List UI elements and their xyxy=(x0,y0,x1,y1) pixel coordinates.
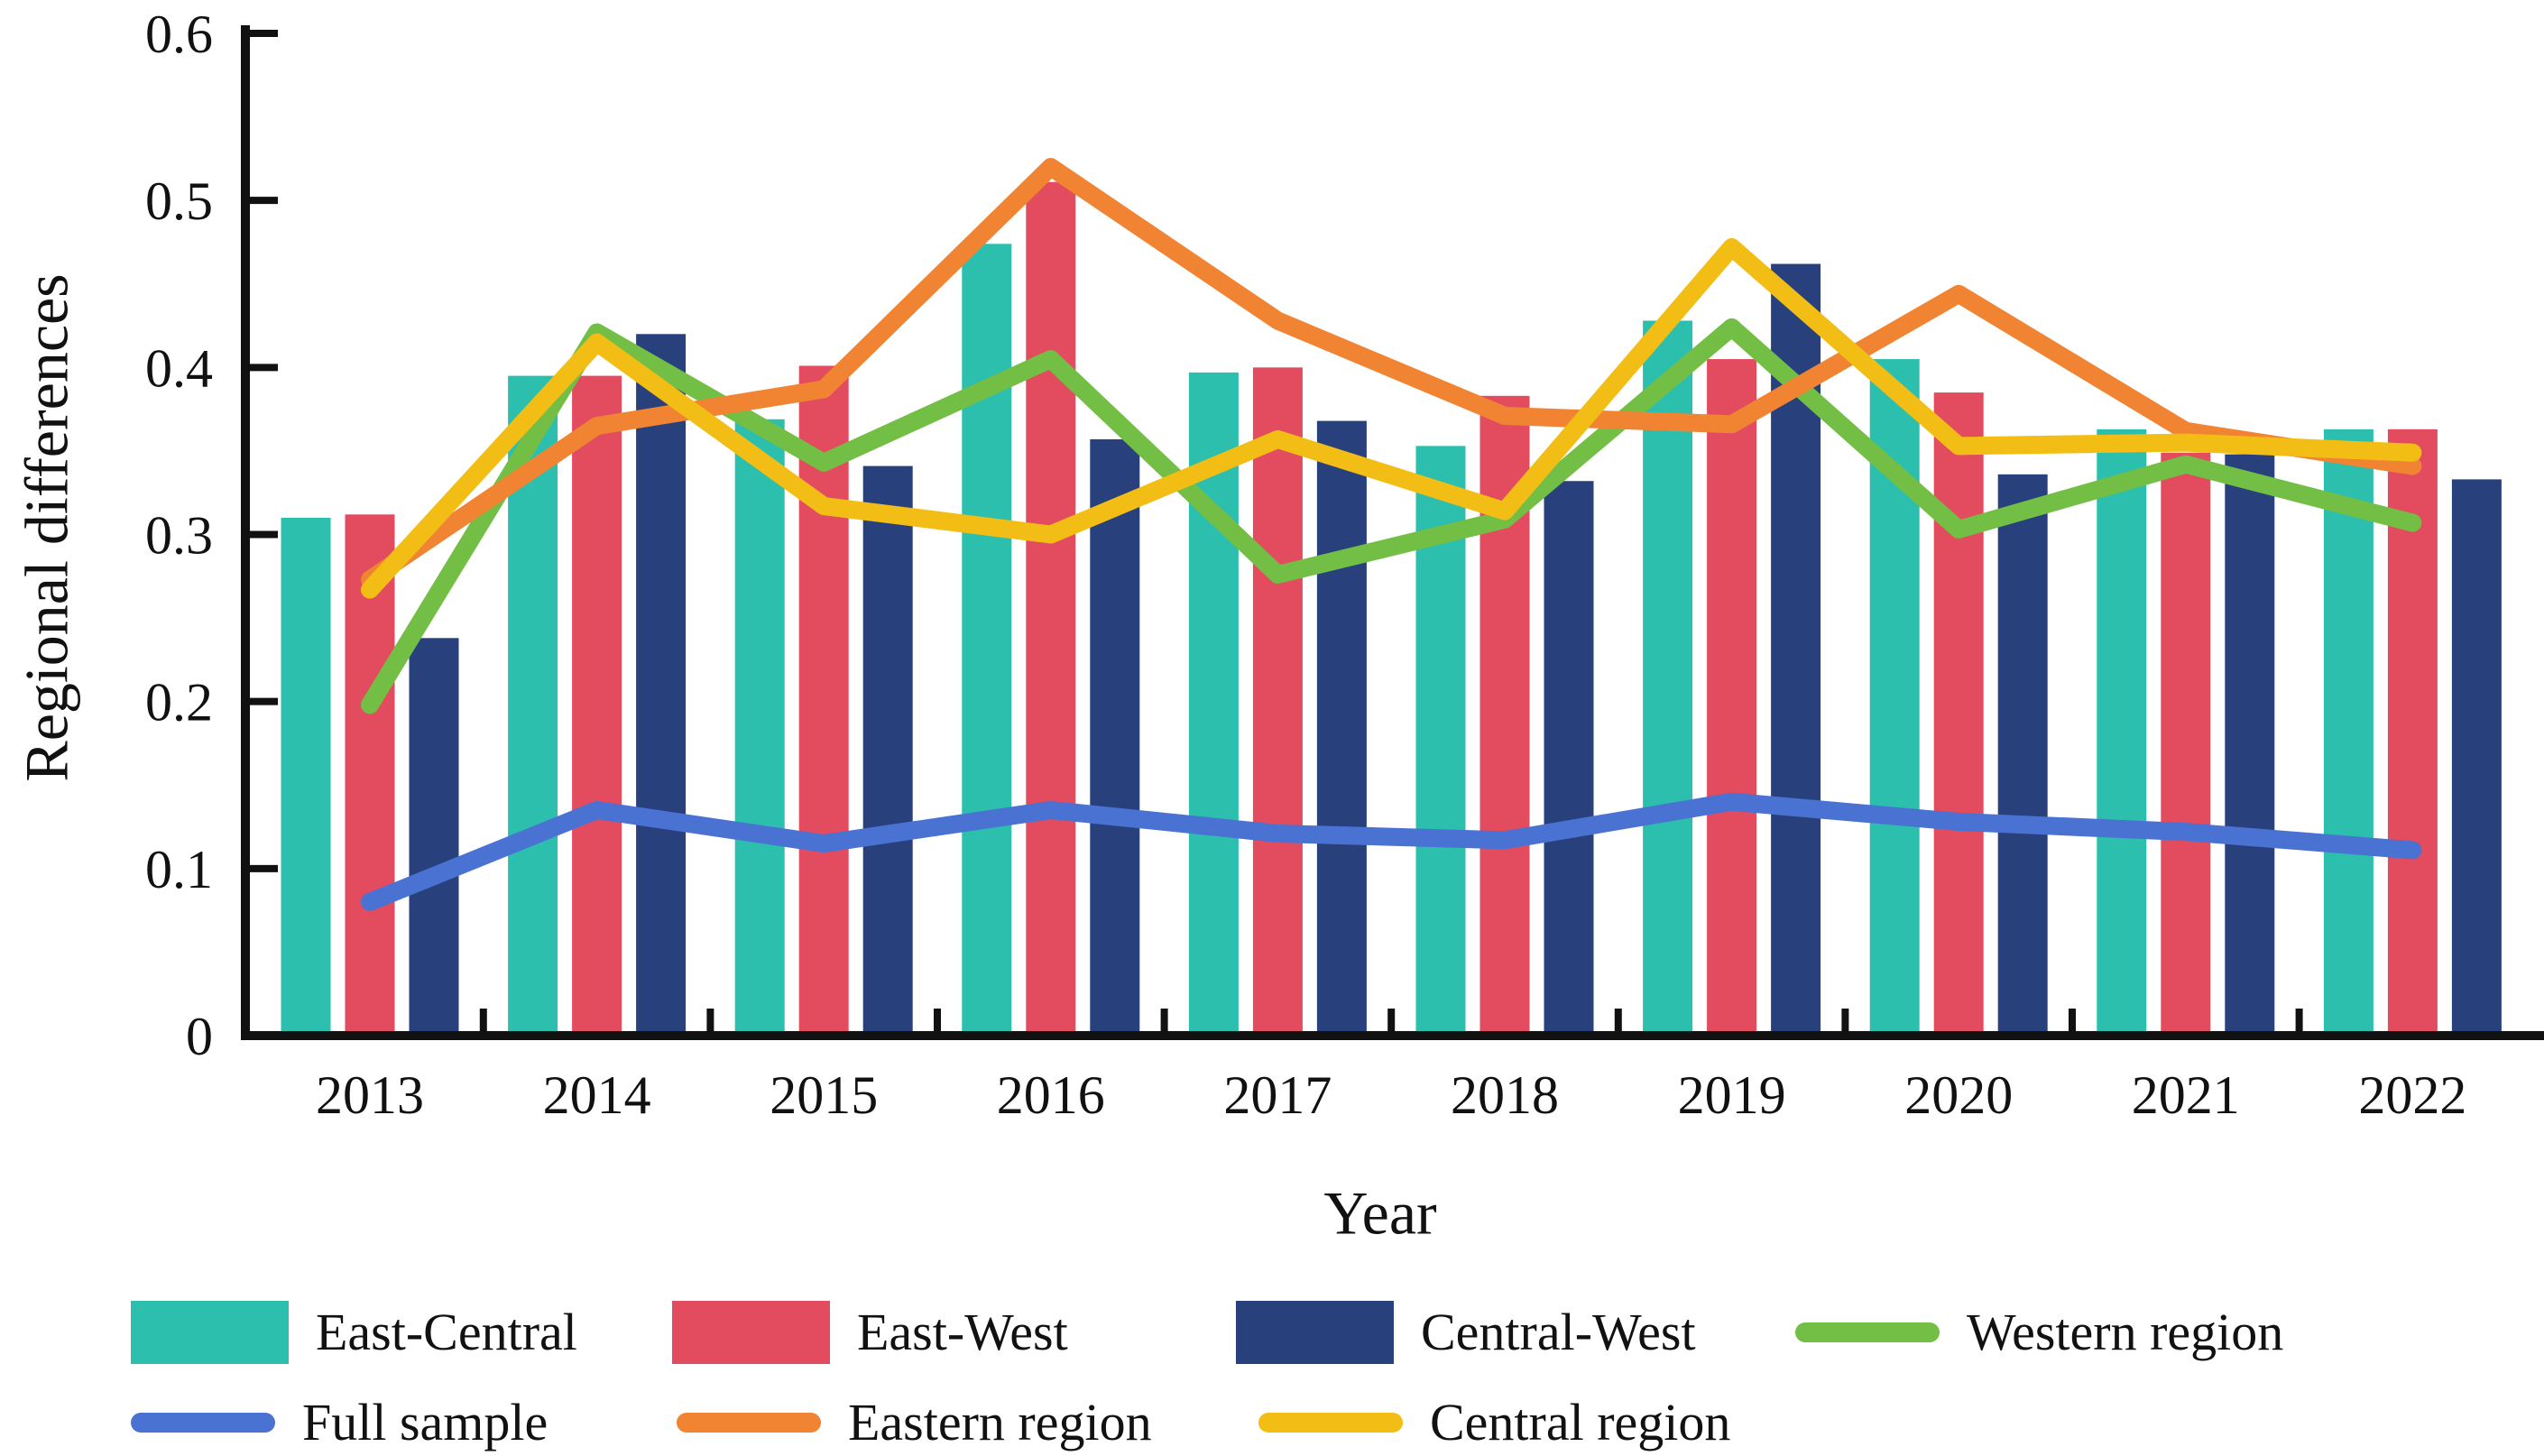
x-tick-label: 2013 xyxy=(316,1065,424,1125)
bar-east-central-2016 xyxy=(962,244,1012,1036)
bar-central-west-2021 xyxy=(2225,454,2275,1036)
bar-east-west-2019 xyxy=(1707,359,1757,1036)
x-tick-label: 2018 xyxy=(1451,1065,1559,1125)
line-full-sample xyxy=(361,792,2422,911)
bar-east-central-2019 xyxy=(1643,320,1693,1036)
y-tick-label: 0 xyxy=(186,1007,213,1066)
bar-central-west-2017 xyxy=(1316,420,1367,1036)
bar-east-central-2015 xyxy=(734,419,785,1036)
bar-east-west-2017 xyxy=(1252,367,1303,1036)
y-axis-title: Regional differences xyxy=(12,273,81,782)
bar-east-central-2013 xyxy=(281,517,331,1036)
bar-east-central-2021 xyxy=(2097,429,2147,1037)
x-tick-label: 2014 xyxy=(543,1065,651,1125)
y-tick-label: 0.1 xyxy=(145,840,213,899)
bar-central-west-2018 xyxy=(1544,481,1594,1036)
line-western-region xyxy=(361,318,2422,714)
x-tick-label: 2016 xyxy=(997,1065,1105,1125)
x-tick-label: 2017 xyxy=(1223,1065,1332,1125)
bar-east-west-2015 xyxy=(798,365,849,1036)
bar-central-west-2014 xyxy=(636,334,687,1036)
bar-east-west-2014 xyxy=(572,375,622,1036)
y-tick-label: 0.3 xyxy=(145,506,213,566)
bar-east-west-2020 xyxy=(1933,392,1984,1036)
bar-east-central-2022 xyxy=(2323,429,2373,1037)
bar-central-west-2016 xyxy=(1090,438,1140,1037)
bars-east-west xyxy=(345,181,2438,1037)
y-tick-label: 0.5 xyxy=(145,171,213,231)
bar-east-west-2021 xyxy=(2161,452,2211,1037)
y-tick-label: 0.2 xyxy=(145,673,213,733)
x-tick-label: 2019 xyxy=(1678,1065,1786,1125)
x-tick-label: 2015 xyxy=(770,1065,878,1125)
bar-central-west-2020 xyxy=(1997,474,2048,1036)
bar-east-west-2016 xyxy=(1026,181,1076,1036)
x-tick-label: 2020 xyxy=(1904,1065,2013,1125)
bars-central-west xyxy=(409,263,2502,1037)
y-tick-label: 0.4 xyxy=(145,338,213,398)
x-axis-title: Year xyxy=(1323,1178,1437,1248)
bar-central-west-2022 xyxy=(2451,479,2502,1036)
bar-central-west-2013 xyxy=(409,638,459,1036)
line-central-region xyxy=(361,238,2422,599)
bar-central-west-2015 xyxy=(862,465,913,1036)
bars-east-central xyxy=(281,244,2373,1037)
y-tick-label: 0.6 xyxy=(145,5,213,64)
x-tick-label: 2021 xyxy=(2132,1065,2240,1125)
bar-east-west-2013 xyxy=(345,514,395,1036)
x-tick-label: 2022 xyxy=(2358,1065,2466,1125)
bar-east-central-2017 xyxy=(1188,372,1239,1037)
line-eastern-region xyxy=(361,158,2422,589)
